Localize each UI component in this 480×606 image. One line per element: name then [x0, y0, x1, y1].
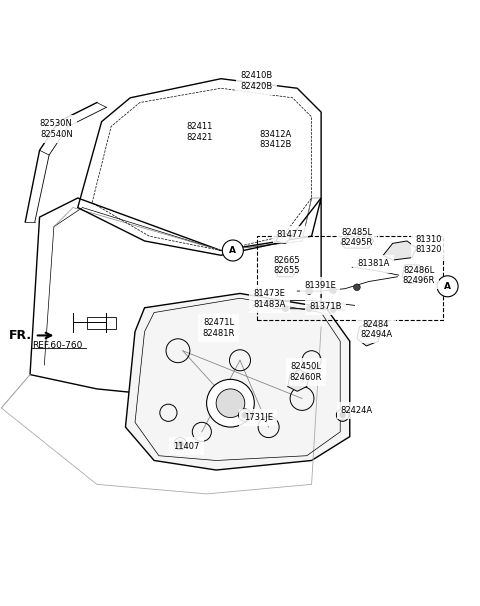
Text: 82530N
82540N: 82530N 82540N — [40, 119, 72, 139]
Circle shape — [437, 276, 458, 297]
Text: 81381A: 81381A — [358, 259, 390, 268]
Text: 82486L
82496R: 82486L 82496R — [403, 265, 435, 285]
Text: 1731JE: 1731JE — [244, 413, 273, 422]
Circle shape — [336, 409, 349, 421]
Circle shape — [340, 412, 346, 418]
Circle shape — [306, 306, 312, 312]
Text: 11407: 11407 — [173, 442, 200, 451]
Text: 81391E: 81391E — [304, 281, 336, 290]
Text: 82665
82655: 82665 82655 — [274, 256, 300, 276]
Circle shape — [239, 409, 251, 421]
Circle shape — [330, 287, 336, 293]
Polygon shape — [357, 322, 381, 346]
Text: 82411
82421: 82411 82421 — [186, 122, 213, 142]
Polygon shape — [276, 234, 290, 244]
Text: 82484
82494A: 82484 82494A — [360, 319, 392, 339]
Circle shape — [330, 307, 336, 313]
Text: 81310
81320: 81310 81320 — [415, 235, 442, 255]
Polygon shape — [125, 293, 350, 470]
Circle shape — [242, 412, 248, 418]
Circle shape — [354, 284, 360, 291]
Text: FR.: FR. — [9, 329, 33, 342]
Text: 82410B
82420B: 82410B 82420B — [240, 72, 273, 91]
Bar — [87, 318, 116, 329]
Text: 81473E
81483A: 81473E 81483A — [253, 290, 286, 309]
Circle shape — [282, 306, 288, 311]
Text: 82485L
82495R: 82485L 82495R — [341, 228, 373, 247]
Polygon shape — [276, 262, 297, 277]
Circle shape — [206, 379, 254, 427]
Circle shape — [174, 438, 187, 450]
Text: 81371B: 81371B — [310, 302, 342, 311]
Text: A: A — [229, 246, 236, 255]
Circle shape — [306, 288, 312, 295]
Circle shape — [178, 441, 183, 447]
Text: 82450L
82460R: 82450L 82460R — [289, 362, 322, 382]
Polygon shape — [288, 370, 309, 391]
Polygon shape — [402, 265, 426, 284]
Text: 81477: 81477 — [277, 230, 303, 239]
Circle shape — [216, 389, 245, 418]
Text: REF.60-760: REF.60-760 — [33, 341, 83, 350]
Text: 82424A: 82424A — [341, 406, 373, 415]
Polygon shape — [383, 241, 417, 260]
Text: 82471L
82481R: 82471L 82481R — [203, 318, 235, 338]
Text: 83412A
83412B: 83412A 83412B — [260, 130, 292, 149]
Text: A: A — [444, 282, 451, 291]
Polygon shape — [340, 234, 373, 248]
Circle shape — [222, 240, 243, 261]
